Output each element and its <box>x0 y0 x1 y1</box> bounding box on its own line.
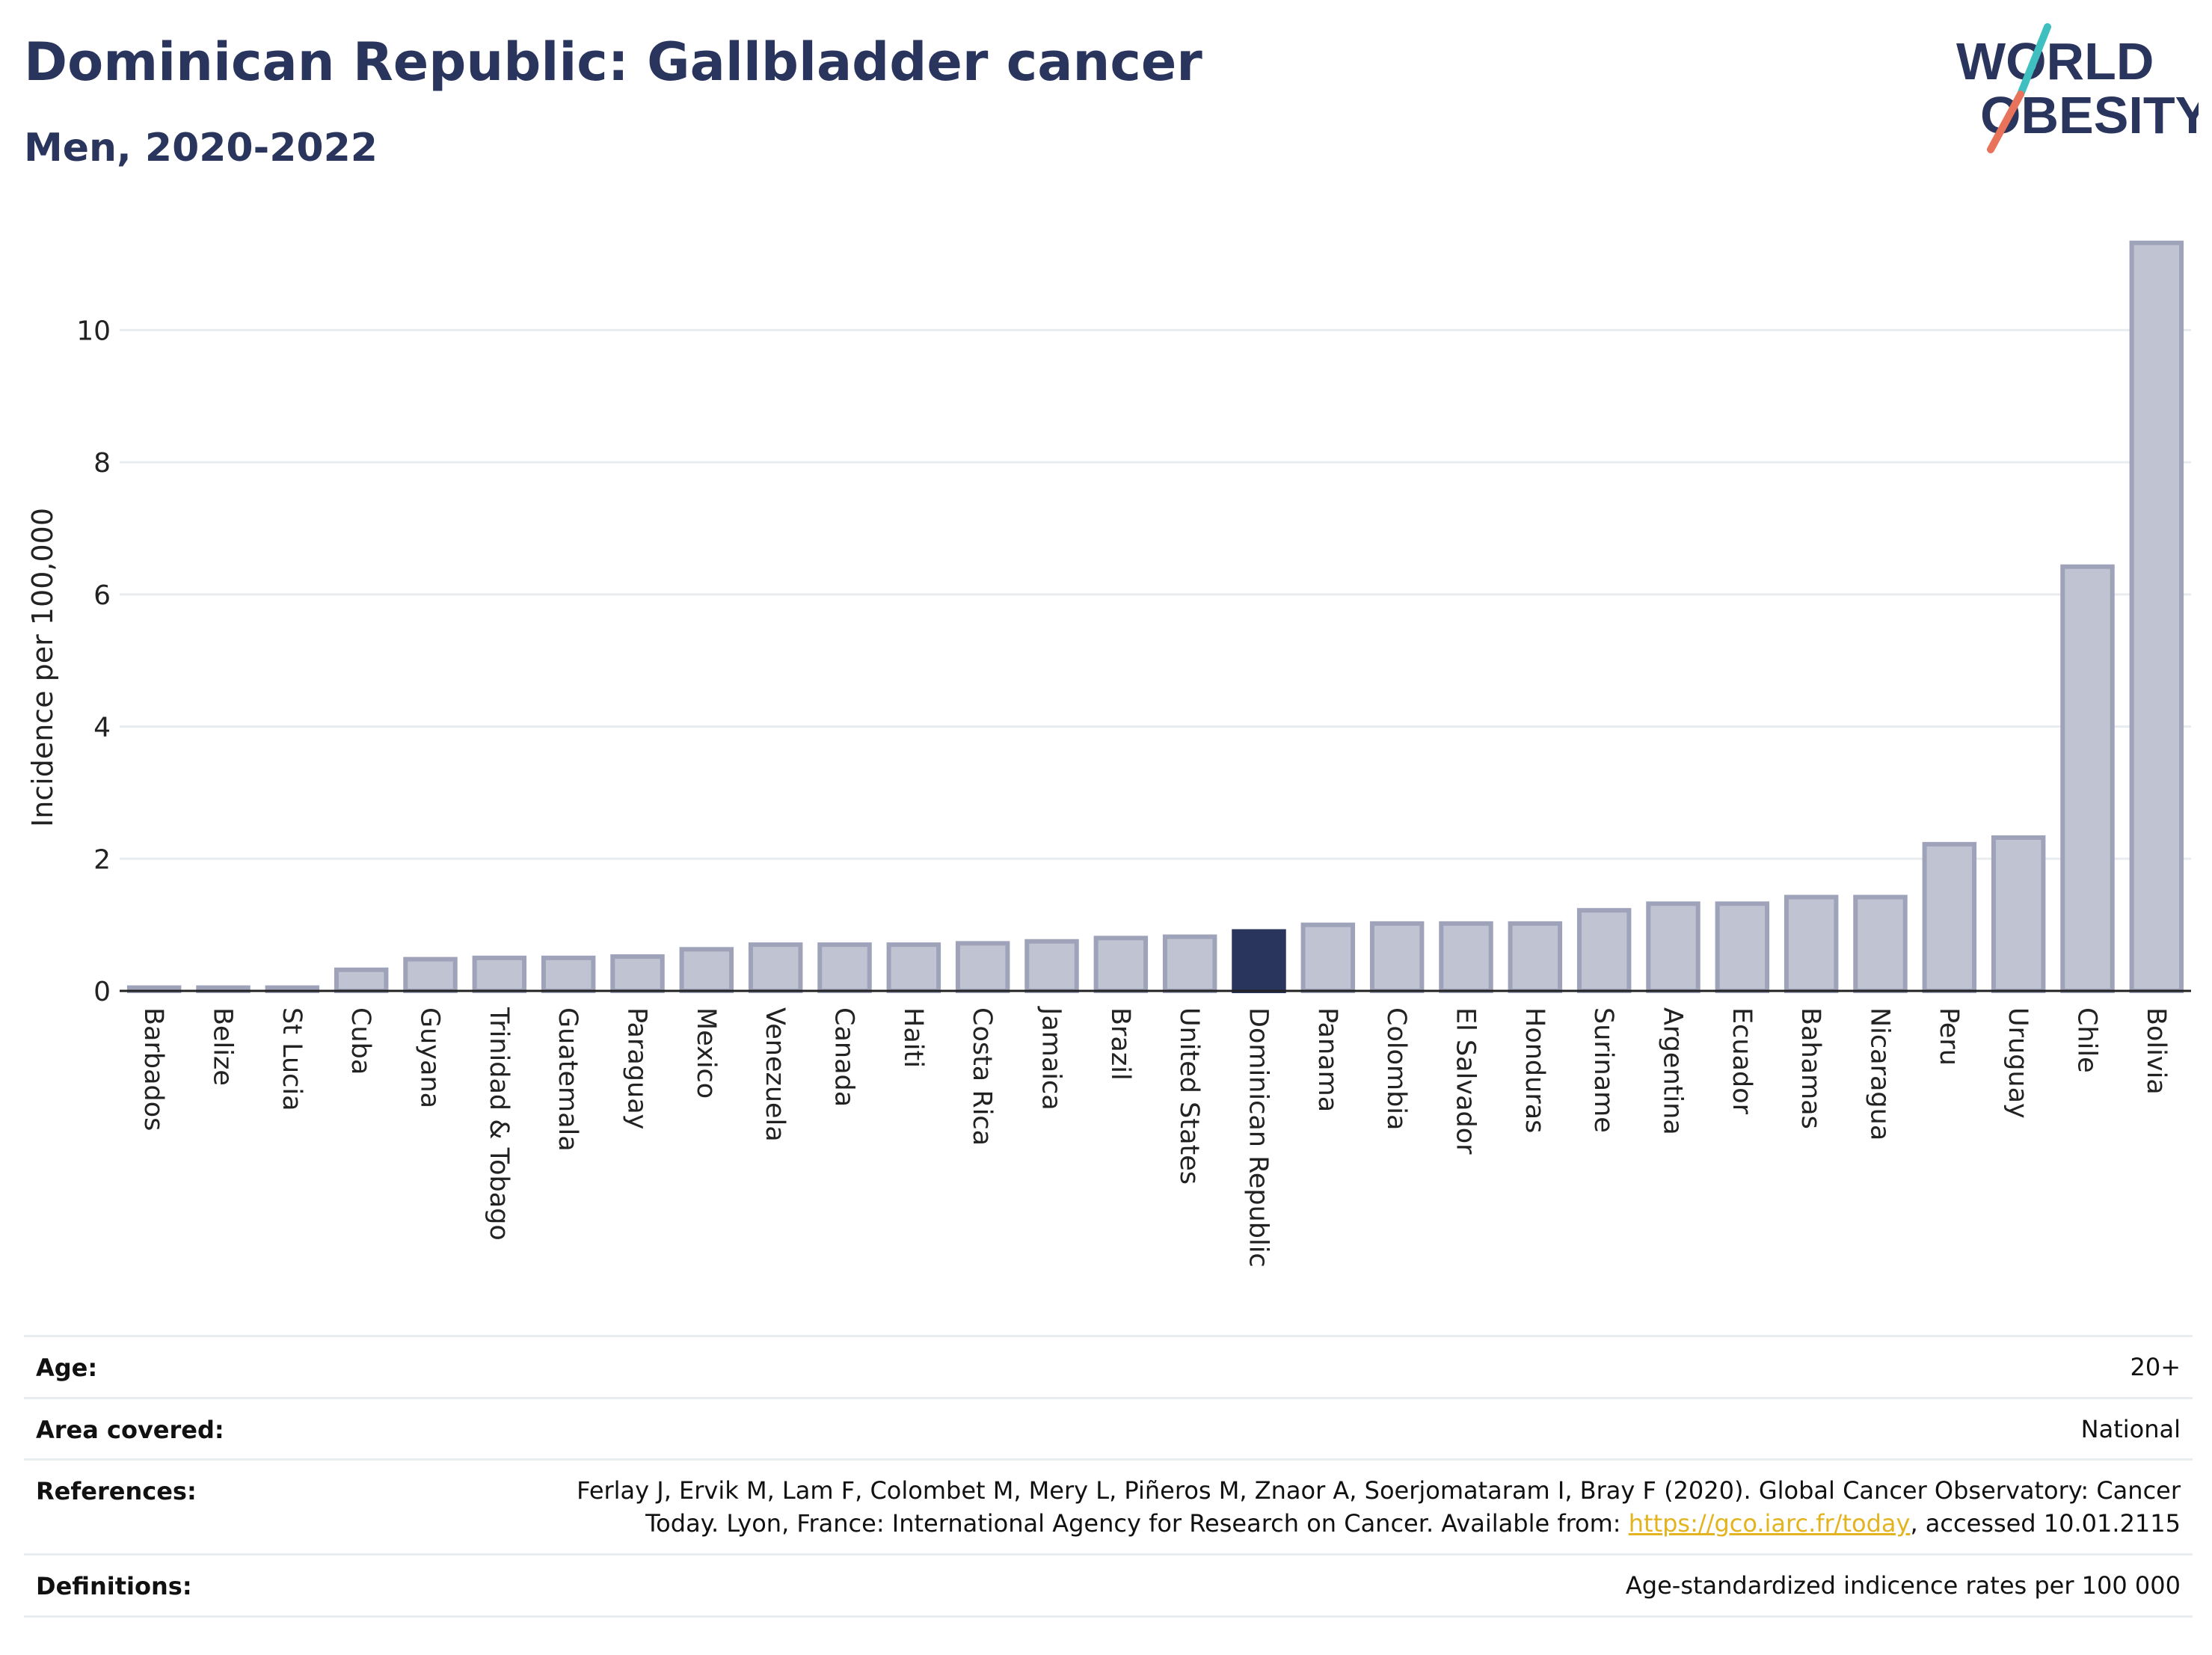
page-subtitle: Men, 2020-2022 <box>24 126 378 171</box>
bar <box>817 942 872 994</box>
y-tick-labels: 0 2 4 6 8 10 <box>76 316 111 1007</box>
x-tick-label: Jamaica <box>1036 1006 1066 1111</box>
x-tick-label: Colombia <box>1381 1007 1411 1130</box>
x-tick-label: Suriname <box>1588 1007 1618 1133</box>
bar <box>1024 939 1079 993</box>
page-title: Dominican Republic: Gallbladder cancer <box>24 31 1202 93</box>
x-tick-label: Uruguay <box>2003 1007 2033 1119</box>
x-tick-label: Bolivia <box>2141 1007 2171 1095</box>
x-tick-label: Venezuela <box>760 1007 790 1142</box>
bar <box>403 957 458 993</box>
x-tick-label: El Salvador <box>1451 1007 1481 1155</box>
x-tick-label: Costa Rica <box>967 1007 997 1146</box>
x-tick-label: Brazil <box>1105 1007 1135 1081</box>
bar <box>1232 929 1286 993</box>
references-line-2-suffix: , accessed 10.01.2115 <box>1910 1509 2181 1538</box>
info-row-area: Area covered: National <box>24 1397 2193 1459</box>
bar <box>1576 908 1632 993</box>
x-tick-label: Haiti <box>898 1007 928 1068</box>
world-obesity-logo: WORLD OBESITY <box>1956 23 2199 153</box>
references-line-2-text: Today. Lyon, France: International Agenc… <box>645 1509 1629 1538</box>
x-tick-label: Ecuador <box>1727 1007 1757 1115</box>
logo-slash-coral <box>1987 90 2024 153</box>
y-axis-label: Incidence per 100,000 <box>26 508 59 827</box>
x-tick-label: Belize <box>208 1007 238 1086</box>
x-tick-label: Canada <box>829 1007 859 1107</box>
bar <box>472 955 527 994</box>
definitions-label: Definitions: <box>36 1572 192 1600</box>
bar <box>955 941 1010 993</box>
bar <box>2060 564 2115 993</box>
bar <box>1508 921 1563 994</box>
x-tick-label: Mexico <box>691 1007 721 1099</box>
x-tick-label: Barbados <box>138 1007 168 1131</box>
bar <box>1784 894 1839 994</box>
bar <box>886 942 941 994</box>
y-tick-label: 2 <box>93 844 111 875</box>
y-tick-label: 4 <box>93 713 111 743</box>
x-tick-label: Chile <box>2072 1007 2102 1073</box>
y-tick-label: 6 <box>93 580 111 611</box>
bar <box>1439 921 1493 994</box>
x-tick-label: Guatemala <box>553 1007 583 1152</box>
bar <box>1922 841 1977 993</box>
grid-lines <box>120 328 2191 992</box>
bar-chart: 0 2 4 6 8 10 Barbados Belize St Lucia Cuba Guyana… <box>26 240 2191 1268</box>
bar <box>1300 922 1356 994</box>
references-line-2: Today. Lyon, France: International Agenc… <box>577 1507 2181 1540</box>
info-row-references: References: Ferlay J, Ervik M, Lam F, Co… <box>24 1458 2193 1554</box>
area-value: National <box>2080 1415 2181 1443</box>
references-link[interactable]: https://gco.iarc.fr/today <box>1628 1509 1911 1538</box>
x-tick-label: Peru <box>1934 1007 1964 1066</box>
area-label: Area covered: <box>36 1416 224 1444</box>
bar <box>1369 921 1425 994</box>
x-tick-label: Paraguay <box>622 1007 652 1129</box>
x-tick-label: Bahamas <box>1795 1007 1825 1129</box>
definitions-value: Age-standardized indicence rates per 100… <box>1625 1571 2181 1600</box>
info-row-age: Age: 20+ <box>24 1335 2193 1397</box>
x-tick-label: Nicaragua <box>1865 1007 1895 1140</box>
y-tick-label: 0 <box>93 977 111 1007</box>
x-tick-label: Cuba <box>345 1007 375 1075</box>
logo-word-world: WORLD <box>1956 32 2154 90</box>
bar <box>748 942 803 994</box>
bar <box>1715 901 1770 993</box>
x-tick-label: Guyana <box>415 1007 445 1108</box>
bar <box>1162 934 1217 993</box>
logo-slash-teal <box>2017 23 2051 98</box>
bar <box>2129 240 2184 993</box>
x-tick-label: Dominican Republic <box>1244 1007 1274 1268</box>
bar <box>334 967 389 993</box>
x-tick-labels: Barbados Belize St Lucia Cuba Guyana Trinidad… <box>138 1006 2171 1268</box>
x-tick-label: Panama <box>1312 1007 1342 1112</box>
references-label: References: <box>36 1477 197 1505</box>
bar <box>1646 901 1701 993</box>
x-tick-label: St Lucia <box>277 1007 307 1111</box>
bar <box>1991 835 2046 993</box>
bar <box>679 947 734 994</box>
y-tick-label: 10 <box>76 316 111 346</box>
bar <box>610 954 665 994</box>
x-tick-label: Trinidad & Tobago <box>484 1007 514 1241</box>
references-line-1: Ferlay J, Ervik M, Lam F, Colombet M, Me… <box>577 1476 2181 1505</box>
references-value: Ferlay J, Ervik M, Lam F, Colombet M, Me… <box>577 1474 2181 1540</box>
x-tick-label: Argentina <box>1658 1007 1688 1135</box>
bar <box>1853 894 1908 994</box>
age-value: 20+ <box>2130 1353 2181 1381</box>
x-tick-label: United States <box>1174 1007 1204 1185</box>
age-label: Age: <box>36 1354 98 1382</box>
bar <box>1093 936 1149 993</box>
info-row-definitions: Definitions: Age-standardized indicence … <box>24 1553 2193 1618</box>
x-tick-label: Honduras <box>1520 1007 1549 1133</box>
bar <box>541 955 596 994</box>
bars <box>126 240 2184 994</box>
y-tick-label: 8 <box>93 448 111 479</box>
